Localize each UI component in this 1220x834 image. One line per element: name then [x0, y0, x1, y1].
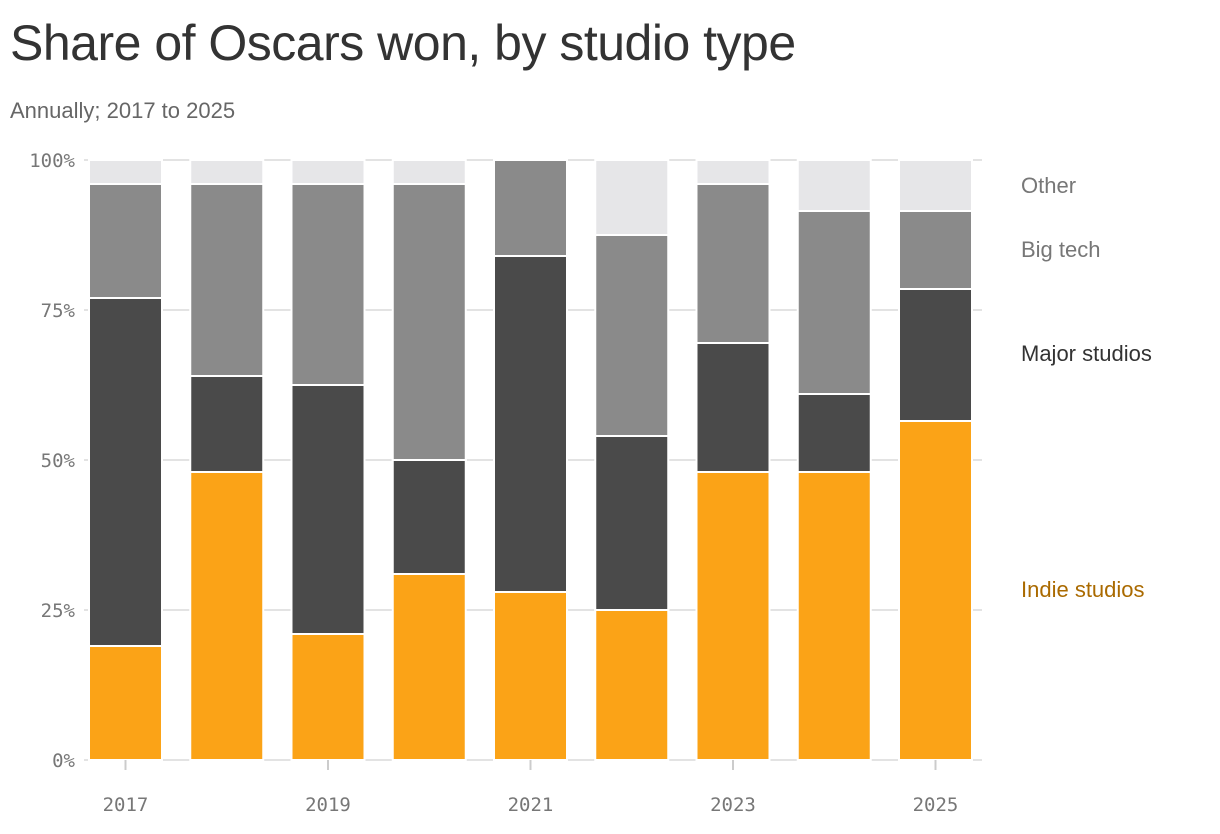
- bar-segment-major-2018: [189, 375, 265, 473]
- legend-label-other: Other: [1021, 173, 1076, 198]
- y-tick-label: 25%: [41, 600, 76, 622]
- legend-label-bigtech: Big tech: [1021, 237, 1101, 262]
- bar-segment-indie-2025: [898, 420, 973, 761]
- bar-segment-indie-2023: [695, 471, 771, 761]
- bar-segment-bigtech-2025: [898, 210, 973, 290]
- bar-segment-other-2020: [391, 159, 467, 185]
- bar-segment-major-2017: [88, 297, 163, 647]
- bar-segment-bigtech-2018: [189, 183, 265, 377]
- bar-segment-major-2025: [898, 288, 973, 422]
- x-tick-label: 2017: [103, 794, 149, 816]
- y-tick-label: 100%: [29, 150, 75, 172]
- legend: Indie studios Major studios Big tech Other: [1021, 173, 1152, 602]
- bar-segment-indie-2020: [391, 573, 467, 761]
- bar-segment-indie-2018: [189, 471, 265, 761]
- x-tick-label: 2025: [913, 794, 959, 816]
- bar-segment-other-2022: [594, 159, 670, 236]
- chart-subtitle: Annually; 2017 to 2025: [10, 98, 236, 123]
- bar-segment-other-2018: [189, 159, 265, 185]
- bar-segment-other-2025: [898, 159, 973, 212]
- bar-segment-major-2021: [493, 255, 568, 593]
- bar-segment-bigtech-2023: [695, 183, 771, 344]
- bar-segment-other-2019: [290, 159, 366, 185]
- bar-segment-major-2019: [290, 384, 366, 635]
- bar-segment-bigtech-2024: [796, 210, 872, 395]
- bar-segment-major-2024: [796, 393, 872, 473]
- bars: [88, 159, 973, 761]
- axes: 0% 25% 50% 75% 100% 2017 2019 2021 2023 2025: [29, 150, 958, 816]
- bar-segment-indie-2017: [88, 645, 163, 761]
- x-tick-label: 2019: [305, 794, 351, 816]
- legend-label-major: Major studios: [1021, 341, 1152, 366]
- bar-segment-indie-2022: [594, 609, 670, 761]
- bar-segment-bigtech-2020: [391, 183, 467, 461]
- y-tick-label: 75%: [41, 300, 76, 322]
- y-tick-label: 0%: [52, 750, 75, 772]
- y-tick-label: 50%: [41, 450, 76, 472]
- bar-segment-major-2020: [391, 459, 467, 575]
- bar-segment-other-2017: [88, 159, 163, 185]
- bar-segment-indie-2024: [796, 471, 872, 761]
- bar-segment-major-2022: [594, 435, 670, 611]
- bar-segment-bigtech-2022: [594, 234, 670, 437]
- bar-segment-indie-2019: [290, 633, 366, 761]
- x-tick-label: 2021: [508, 794, 554, 816]
- chart-title: Share of Oscars won, by studio type: [10, 15, 796, 71]
- bar-segment-major-2023: [695, 342, 771, 473]
- bar-segment-bigtech-2021: [493, 159, 568, 257]
- legend-label-indie: Indie studios: [1021, 577, 1145, 602]
- bar-segment-bigtech-2017: [88, 183, 163, 299]
- bar-segment-indie-2021: [493, 591, 568, 761]
- x-tick-label: 2023: [710, 794, 756, 816]
- bar-segment-bigtech-2019: [290, 183, 366, 386]
- bar-segment-other-2024: [796, 159, 872, 212]
- bar-segment-other-2023: [695, 159, 771, 185]
